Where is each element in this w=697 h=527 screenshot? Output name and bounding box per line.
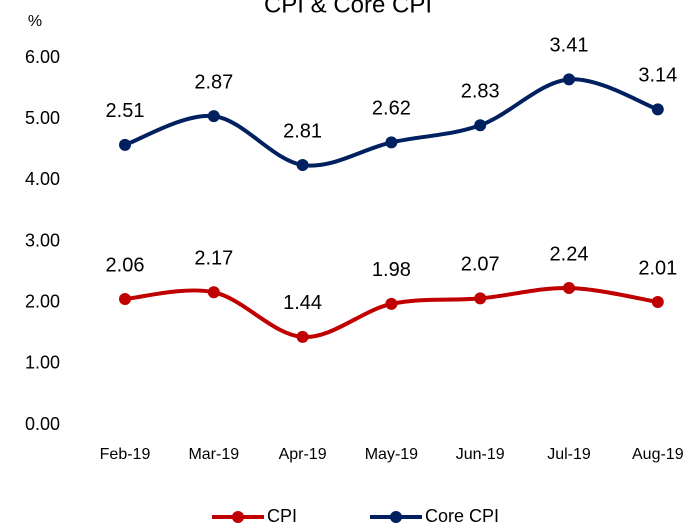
annotation: 2.81 <box>283 120 322 142</box>
x-tick-label: Aug-19 <box>632 446 684 463</box>
x-tick-label: Apr-19 <box>279 446 327 463</box>
point <box>651 296 664 309</box>
point <box>474 119 487 132</box>
legend-label: Core CPI <box>425 506 499 526</box>
chart-title: CPI & Core CPI <box>264 0 432 18</box>
data-label: 1.44 <box>283 292 322 314</box>
point <box>563 73 575 86</box>
point <box>385 136 398 149</box>
point <box>207 110 220 123</box>
x-tick-label: Feb-19 <box>100 446 151 463</box>
data-label: 2.07 <box>461 254 500 276</box>
data-label: 2.06 <box>106 254 145 276</box>
y-tick-label: 3.00 <box>25 230 60 250</box>
x-tick-label: May-19 <box>365 446 418 463</box>
y-tick-label: 5.00 <box>25 108 60 128</box>
y-tick-label: 0.00 <box>25 414 60 434</box>
y-tick-label: 6.00 <box>25 47 60 67</box>
data-label: 2.24 <box>550 243 589 265</box>
y-tick-label: 4.00 <box>25 169 60 189</box>
point <box>296 159 309 172</box>
annotation: 2.83 <box>461 81 500 103</box>
point <box>119 292 131 305</box>
data-label: 1.98 <box>372 259 411 281</box>
y-tick-label: 1.00 <box>25 353 60 373</box>
annotation: 3.41 <box>550 35 589 57</box>
x-tick-label: Jul-19 <box>547 446 591 463</box>
point <box>119 138 131 151</box>
point <box>296 330 309 343</box>
annotation: 2.87 <box>194 71 233 93</box>
legend-marker <box>390 511 402 523</box>
legend-marker <box>232 511 244 523</box>
annotation: 2.62 <box>372 98 411 120</box>
data-label: 2.01 <box>638 257 677 279</box>
point <box>207 286 220 299</box>
point <box>385 297 398 310</box>
series-line <box>124 285 659 339</box>
legend-label: CPI <box>267 506 297 526</box>
annotation: 2.51 <box>106 100 145 122</box>
data-label: 2.17 <box>194 248 233 270</box>
point <box>474 292 487 305</box>
x-tick-label: Jun-19 <box>456 446 505 463</box>
annotation: 3.14 <box>638 65 677 87</box>
y-tick-label: 2.00 <box>25 291 60 311</box>
point <box>651 103 664 116</box>
y-axis-label: % <box>28 13 42 30</box>
x-tick-label: Mar-19 <box>188 446 239 463</box>
point <box>563 281 575 294</box>
